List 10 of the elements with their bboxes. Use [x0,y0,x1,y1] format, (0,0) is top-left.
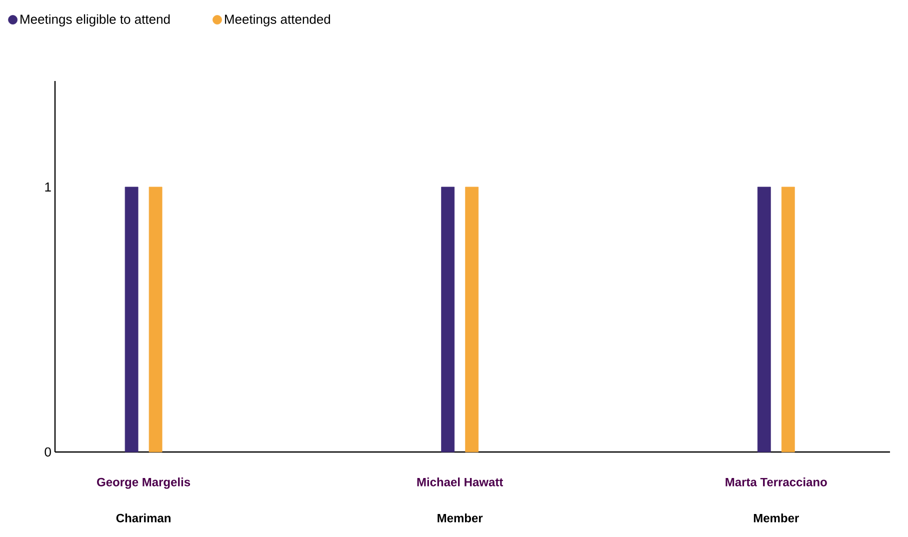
legend-label: Meetings attended [225,14,330,26]
text: Chariman [116,514,170,522]
x-tick-label: George Margelis [97,478,190,489]
x-tick-label: Marta Terracciano [726,478,827,486]
y-tick-label: 0 [44,447,51,457]
y-tick-label: 1 [45,182,51,192]
legend-label: Meetings eligible to attend [20,14,170,26]
text: Member [754,514,799,522]
x-tick-label: Michael Hawatt [417,478,504,486]
text: Member [438,514,483,522]
